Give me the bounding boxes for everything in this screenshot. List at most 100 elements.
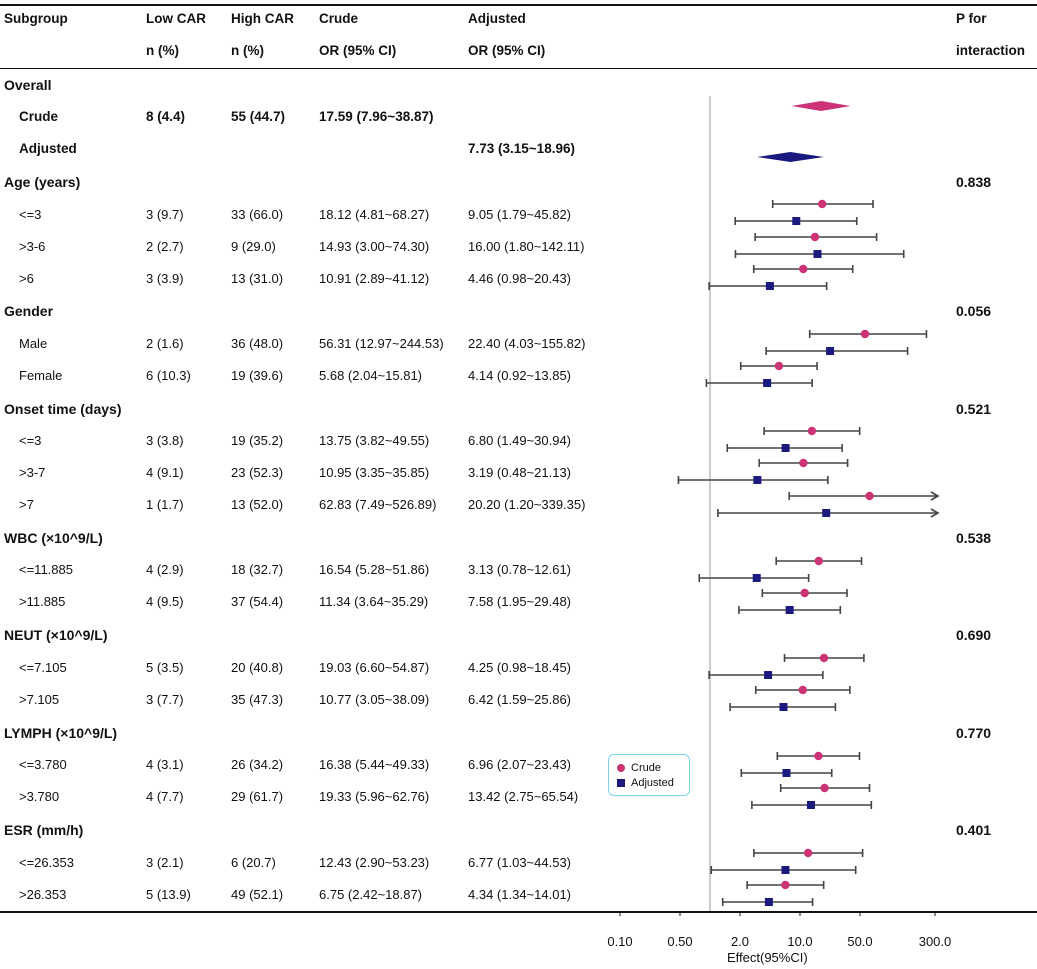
row-high: 37 (54.4)	[231, 594, 284, 609]
row-crude: 5.68 (2.04~15.81)	[319, 368, 422, 383]
x-axis-label: Effect(95%CI)	[727, 950, 808, 965]
legend-label: Adjusted	[631, 777, 674, 789]
row-adjusted: 4.34 (1.34~14.01)	[468, 887, 571, 902]
header-interaction: interaction	[956, 43, 1026, 58]
adjusted-point	[753, 476, 762, 484]
row-crude: 18.12 (4.81~68.27)	[319, 207, 430, 222]
overall-adjusted-diamond	[756, 152, 824, 162]
row-low: 3 (2.1)	[146, 855, 184, 870]
row-label: >11.885	[19, 594, 66, 609]
header-high-car-sub: n (%)	[231, 43, 264, 58]
row-high: 13 (52.0)	[231, 497, 284, 512]
row-high: 33 (66.0)	[231, 207, 284, 222]
overall-crude-high: 55 (44.7)	[231, 109, 286, 124]
legend-item-adjusted: Adjusted	[617, 777, 674, 789]
row-adjusted: 13.42 (2.75~65.54)	[468, 789, 579, 804]
x-tick-label: 50.0	[847, 934, 873, 949]
crude-point	[774, 361, 784, 371]
row-crude: 6.75 (2.42~18.87)	[319, 887, 422, 902]
row-crude: 56.31 (12.97~244.53)	[319, 336, 444, 351]
row-high: 29 (61.7)	[231, 789, 284, 804]
crude-point	[860, 329, 870, 339]
crude-point	[814, 751, 823, 761]
overall-crude-or: 17.59 (7.96~38.87)	[319, 109, 434, 124]
row-adjusted: 9.05 (1.79~45.82)	[468, 207, 571, 222]
row-low: 4 (7.7)	[146, 789, 184, 804]
header-crude-sub: OR (95% CI)	[319, 43, 397, 58]
row-adjusted: 6.77 (1.03~44.53)	[468, 855, 571, 870]
group-p-value: 0.538	[956, 530, 992, 546]
row-low: 3 (7.7)	[146, 692, 184, 707]
adjusted-point	[785, 606, 794, 614]
row-crude: 10.77 (3.05~38.09)	[319, 692, 430, 707]
row-label: >7	[19, 497, 34, 512]
crude-point	[814, 556, 823, 566]
adjusted-point	[826, 347, 835, 355]
row-low: 4 (2.9)	[146, 562, 184, 577]
row-label: <=26.353	[19, 855, 74, 870]
row-high: 19 (39.6)	[231, 368, 284, 383]
row-high: 19 (35.2)	[231, 433, 284, 448]
row-label: <=3	[19, 207, 42, 222]
adjusted-point	[765, 282, 774, 290]
adjusted-point	[822, 509, 831, 517]
row-crude: 16.38 (5.44~49.33)	[319, 757, 430, 772]
crude-point	[798, 685, 807, 695]
row-adjusted: 3.13 (0.78~12.61)	[468, 562, 571, 577]
legend-label: Crude	[631, 762, 661, 774]
group-title: LYMPH (×10^9/L)	[4, 725, 118, 741]
row-high: 49 (52.1)	[231, 887, 284, 902]
adjusted-point	[781, 866, 790, 874]
row-crude: 10.95 (3.35~35.85)	[319, 465, 430, 480]
row-label: >3.780	[19, 789, 60, 804]
adjusted-point	[752, 574, 761, 582]
row-crude: 10.91 (2.89~41.12)	[319, 271, 430, 286]
crude-point	[865, 491, 874, 501]
row-label: >3-6	[19, 239, 46, 254]
row-adjusted: 16.00 (1.80~142.11)	[468, 239, 585, 254]
overall-crude-label: Crude	[19, 109, 59, 124]
adjusted-point	[813, 250, 822, 258]
header-low-car: Low CAR	[146, 11, 206, 26]
crude-point	[803, 848, 813, 858]
crude-point	[799, 458, 808, 468]
overall-adjusted-label: Adjusted	[19, 141, 77, 156]
adjusted-point	[806, 801, 815, 809]
overall-crude-low: 8 (4.4)	[146, 109, 186, 124]
row-adjusted: 20.20 (1.20~339.35)	[468, 497, 586, 512]
row-high: 23 (52.3)	[231, 465, 284, 480]
row-label: <=7.105	[19, 660, 67, 675]
x-tick-label: 10.0	[787, 934, 813, 949]
row-adjusted: 6.96 (2.07~23.43)	[468, 757, 571, 772]
row-high: 18 (32.7)	[231, 562, 284, 577]
adjusted-ci-arrow	[930, 508, 940, 518]
group-p-value: 0.770	[956, 725, 992, 741]
crude-ci-arrow	[930, 491, 940, 501]
row-low: 2 (2.7)	[146, 239, 184, 254]
row-adjusted: 22.40 (4.03~155.82)	[468, 336, 586, 351]
row-high: 13 (31.0)	[231, 271, 284, 286]
group-title: Onset time (days)	[4, 401, 122, 417]
crude-point	[807, 426, 817, 436]
adjusted-point	[782, 769, 791, 777]
row-label: <=11.885	[19, 562, 73, 577]
group-p-value: 0.401	[956, 822, 992, 838]
overall-label: Overall	[4, 77, 52, 93]
adjusted-point	[764, 898, 773, 906]
row-low: 5 (3.5)	[146, 660, 184, 675]
row-high: 35 (47.3)	[231, 692, 284, 707]
row-label: Male	[19, 336, 48, 351]
group-title: Age (years)	[4, 174, 81, 190]
header-subgroup: Subgroup	[4, 11, 68, 26]
crude-point	[799, 264, 808, 274]
header-high-car: High CAR	[231, 11, 294, 26]
x-tick-label: 300.0	[918, 934, 952, 949]
row-high: 9 (29.0)	[231, 239, 276, 254]
crude-point	[820, 783, 829, 793]
group-p-value: 0.838	[956, 174, 992, 190]
row-low: 4 (9.1)	[146, 465, 184, 480]
row-low: 4 (9.5)	[146, 594, 184, 609]
x-tick-label: 0.50	[667, 934, 693, 949]
group-title: NEUT (×10^9/L)	[4, 627, 108, 643]
